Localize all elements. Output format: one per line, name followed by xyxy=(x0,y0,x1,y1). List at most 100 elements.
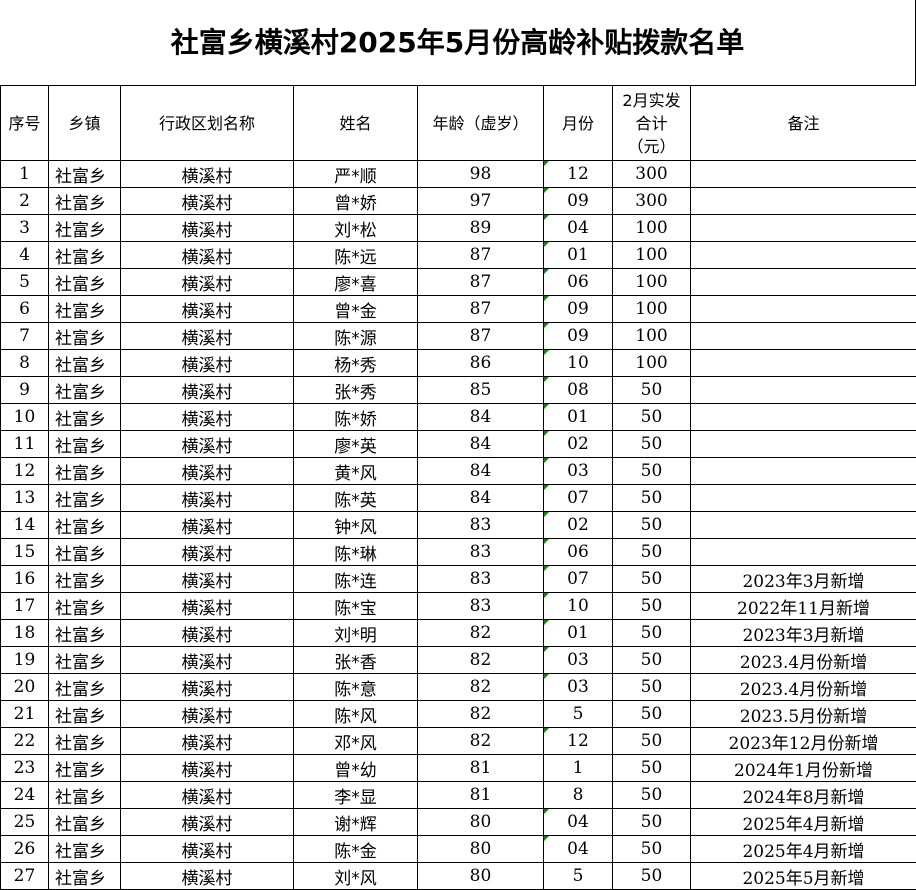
cell-age[interactable]: 89 xyxy=(417,214,544,242)
cell-name[interactable]: 张*香 xyxy=(293,646,418,674)
cell-amount[interactable]: 50 xyxy=(612,808,691,836)
cell-index[interactable]: 27 xyxy=(0,862,49,890)
cell-region[interactable]: 横溪村 xyxy=(120,835,294,863)
cell-index[interactable]: 14 xyxy=(0,511,49,539)
cell-month[interactable]: 01 xyxy=(543,619,613,647)
cell-index[interactable]: 21 xyxy=(0,700,49,728)
cell-amount[interactable]: 50 xyxy=(612,430,691,458)
cell-index[interactable]: 13 xyxy=(0,484,49,512)
cell-region[interactable]: 横溪村 xyxy=(120,187,294,215)
cell-township[interactable]: 社富乡 xyxy=(48,538,121,566)
cell-township[interactable]: 社富乡 xyxy=(48,592,121,620)
cell-age[interactable]: 80 xyxy=(417,862,544,890)
cell-name[interactable]: 曾*幼 xyxy=(293,754,418,782)
cell-index[interactable]: 17 xyxy=(0,592,49,620)
cell-name[interactable]: 刘*风 xyxy=(293,862,418,890)
cell-index[interactable]: 8 xyxy=(0,349,49,377)
cell-month[interactable]: 12 xyxy=(543,160,613,188)
cell-region[interactable]: 横溪村 xyxy=(120,727,294,755)
cell-name[interactable]: 李*显 xyxy=(293,781,418,809)
cell-name[interactable]: 陈*风 xyxy=(293,700,418,728)
cell-month[interactable]: 06 xyxy=(543,268,613,296)
cell-amount[interactable]: 50 xyxy=(612,673,691,701)
cell-month[interactable]: 02 xyxy=(543,430,613,458)
cell-remark[interactable] xyxy=(690,484,916,512)
cell-age[interactable]: 85 xyxy=(417,376,544,404)
cell-age[interactable]: 84 xyxy=(417,430,544,458)
cell-index[interactable]: 26 xyxy=(0,835,49,863)
cell-township[interactable]: 社富乡 xyxy=(48,403,121,431)
cell-index[interactable]: 5 xyxy=(0,268,49,296)
cell-name[interactable]: 邓*风 xyxy=(293,727,418,755)
header-month[interactable]: 月份 xyxy=(543,85,613,161)
cell-index[interactable]: 1 xyxy=(0,160,49,188)
cell-remark[interactable] xyxy=(690,511,916,539)
cell-remark[interactable]: 2023年12月份新增 xyxy=(690,727,916,755)
cell-name[interactable]: 刘*明 xyxy=(293,619,418,647)
cell-remark[interactable] xyxy=(690,268,916,296)
cell-township[interactable]: 社富乡 xyxy=(48,862,121,890)
cell-amount[interactable]: 50 xyxy=(612,835,691,863)
cell-region[interactable]: 横溪村 xyxy=(120,646,294,674)
cell-age[interactable]: 81 xyxy=(417,754,544,782)
cell-amount[interactable]: 50 xyxy=(612,619,691,647)
cell-amount[interactable]: 50 xyxy=(612,511,691,539)
cell-name[interactable]: 陈*意 xyxy=(293,673,418,701)
cell-amount[interactable]: 50 xyxy=(612,376,691,404)
cell-name[interactable]: 陈*娇 xyxy=(293,403,418,431)
cell-remark[interactable]: 2023.4月份新增 xyxy=(690,646,916,674)
cell-amount[interactable]: 100 xyxy=(612,349,691,377)
cell-remark[interactable] xyxy=(690,295,916,323)
cell-township[interactable]: 社富乡 xyxy=(48,457,121,485)
cell-region[interactable]: 横溪村 xyxy=(120,484,294,512)
cell-township[interactable]: 社富乡 xyxy=(48,430,121,458)
cell-township[interactable]: 社富乡 xyxy=(48,781,121,809)
cell-index[interactable]: 4 xyxy=(0,241,49,269)
cell-age[interactable]: 83 xyxy=(417,565,544,593)
cell-name[interactable]: 陈*源 xyxy=(293,322,418,350)
header-region[interactable]: 行政区划名称 xyxy=(120,85,294,161)
cell-region[interactable]: 横溪村 xyxy=(120,754,294,782)
cell-township[interactable]: 社富乡 xyxy=(48,700,121,728)
cell-name[interactable]: 曾*金 xyxy=(293,295,418,323)
cell-age[interactable]: 83 xyxy=(417,511,544,539)
cell-month[interactable]: 02 xyxy=(543,511,613,539)
cell-amount[interactable]: 50 xyxy=(612,592,691,620)
cell-remark[interactable]: 2022年11月新增 xyxy=(690,592,916,620)
cell-remark[interactable] xyxy=(690,214,916,242)
cell-age[interactable]: 82 xyxy=(417,700,544,728)
cell-township[interactable]: 社富乡 xyxy=(48,268,121,296)
cell-amount[interactable]: 50 xyxy=(612,727,691,755)
cell-amount[interactable]: 50 xyxy=(612,646,691,674)
cell-name[interactable]: 廖*喜 xyxy=(293,268,418,296)
cell-age[interactable]: 87 xyxy=(417,295,544,323)
cell-name[interactable]: 钟*风 xyxy=(293,511,418,539)
cell-age[interactable]: 80 xyxy=(417,835,544,863)
cell-remark[interactable] xyxy=(690,376,916,404)
cell-index[interactable]: 7 xyxy=(0,322,49,350)
cell-month[interactable]: 08 xyxy=(543,376,613,404)
cell-region[interactable]: 横溪村 xyxy=(120,565,294,593)
header-remark[interactable]: 备注 xyxy=(690,85,916,161)
cell-remark[interactable]: 2023年3月新增 xyxy=(690,565,916,593)
cell-amount[interactable]: 50 xyxy=(612,700,691,728)
cell-month[interactable]: 1 xyxy=(543,754,613,782)
cell-age[interactable]: 83 xyxy=(417,538,544,566)
cell-remark[interactable]: 2025年5月新增 xyxy=(690,862,916,890)
cell-region[interactable]: 横溪村 xyxy=(120,673,294,701)
cell-remark[interactable]: 2025年4月新增 xyxy=(690,835,916,863)
cell-index[interactable]: 9 xyxy=(0,376,49,404)
cell-region[interactable]: 横溪村 xyxy=(120,592,294,620)
cell-amount[interactable]: 100 xyxy=(612,268,691,296)
cell-amount[interactable]: 100 xyxy=(612,295,691,323)
cell-region[interactable]: 横溪村 xyxy=(120,862,294,890)
cell-month[interactable]: 09 xyxy=(543,295,613,323)
cell-name[interactable]: 陈*英 xyxy=(293,484,418,512)
cell-month[interactable]: 07 xyxy=(543,565,613,593)
header-index[interactable]: 序号 xyxy=(0,85,49,161)
cell-month[interactable]: 04 xyxy=(543,835,613,863)
cell-month[interactable]: 07 xyxy=(543,484,613,512)
cell-month[interactable]: 5 xyxy=(543,700,613,728)
cell-remark[interactable]: 2025年4月新增 xyxy=(690,808,916,836)
cell-township[interactable]: 社富乡 xyxy=(48,646,121,674)
